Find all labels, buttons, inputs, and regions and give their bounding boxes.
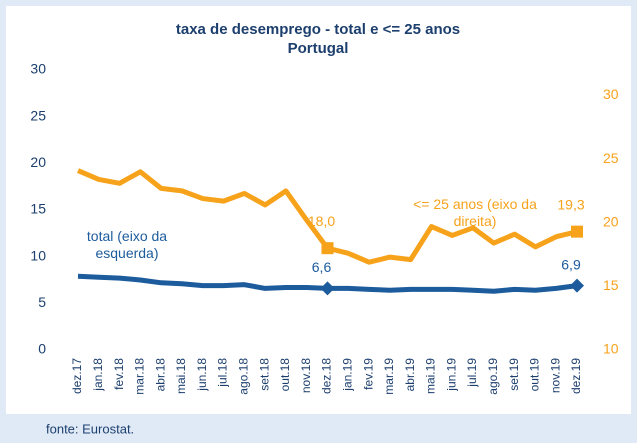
x-tick-label: mai.18 — [174, 358, 188, 394]
x-tick-label: set.19 — [507, 358, 521, 391]
x-tick-label: out.18 — [278, 358, 292, 392]
x-tick-label: mar.18 — [133, 358, 147, 395]
x-tick-label: jul.19 — [465, 358, 479, 388]
point-marker — [321, 242, 334, 255]
x-tick-label: ago.18 — [237, 358, 251, 395]
x-tick-label: jun.18 — [195, 358, 209, 392]
chart-title: taxa de desemprego - total e <= 25 anos — [176, 21, 460, 38]
y-tick-label: 25 — [30, 107, 46, 123]
y2-tick-label: 20 — [603, 213, 619, 229]
y-tick-label: 0 — [38, 341, 46, 357]
x-tick-label: dez.18 — [320, 358, 334, 394]
x-tick-label: nov.19 — [548, 358, 562, 393]
point-marker — [571, 225, 583, 238]
chart-subtitle: Portugal — [288, 40, 349, 57]
x-tick-label: jun.19 — [444, 358, 458, 392]
x-tick-label: fev.19 — [361, 358, 375, 390]
x-tick-label: dez.19 — [569, 358, 583, 394]
x-tick-label: mai.19 — [424, 358, 438, 394]
x-tick-label: set.18 — [257, 358, 271, 391]
x-tick-label: nov.18 — [299, 358, 313, 393]
x-tick-label: ago.19 — [486, 358, 500, 395]
x-tick-label: abr.19 — [403, 358, 417, 392]
series-label: <= 25 anos (eixo da direita) — [413, 196, 537, 229]
plot-background — [6, 6, 631, 414]
x-tick-label: fev.18 — [112, 358, 126, 390]
x-tick-label: abr.18 — [153, 358, 167, 392]
y-tick-label: 15 — [30, 201, 46, 217]
x-tick-label: jul.18 — [216, 358, 230, 388]
y-tick-label: 10 — [30, 247, 46, 263]
x-tick-label: dez.17 — [70, 358, 84, 394]
y2-tick-label: 30 — [603, 86, 619, 102]
x-tick-label: jan.19 — [340, 358, 354, 392]
y2-tick-label: 15 — [603, 277, 619, 293]
x-tick-label: out.19 — [528, 358, 542, 392]
source-note: fonte: Eurostat. — [46, 421, 134, 436]
y2-tick-label: 25 — [603, 150, 619, 166]
data-label: 6,6 — [312, 259, 332, 275]
point-marker — [570, 278, 584, 293]
y-tick-label: 20 — [30, 154, 46, 170]
data-label: 6,9 — [561, 256, 581, 272]
data-label: 19,3 — [557, 196, 584, 212]
point-marker — [320, 281, 335, 296]
x-tick-label: jan.18 — [91, 358, 105, 392]
x-tick-label: mar.19 — [382, 358, 396, 395]
y-tick-label: 5 — [38, 294, 46, 310]
y-tick-label: 30 — [30, 61, 46, 77]
series-label: total (eixo da esquerda) — [86, 228, 168, 261]
y2-tick-label: 10 — [603, 341, 619, 357]
data-label: 18,0 — [308, 213, 335, 229]
